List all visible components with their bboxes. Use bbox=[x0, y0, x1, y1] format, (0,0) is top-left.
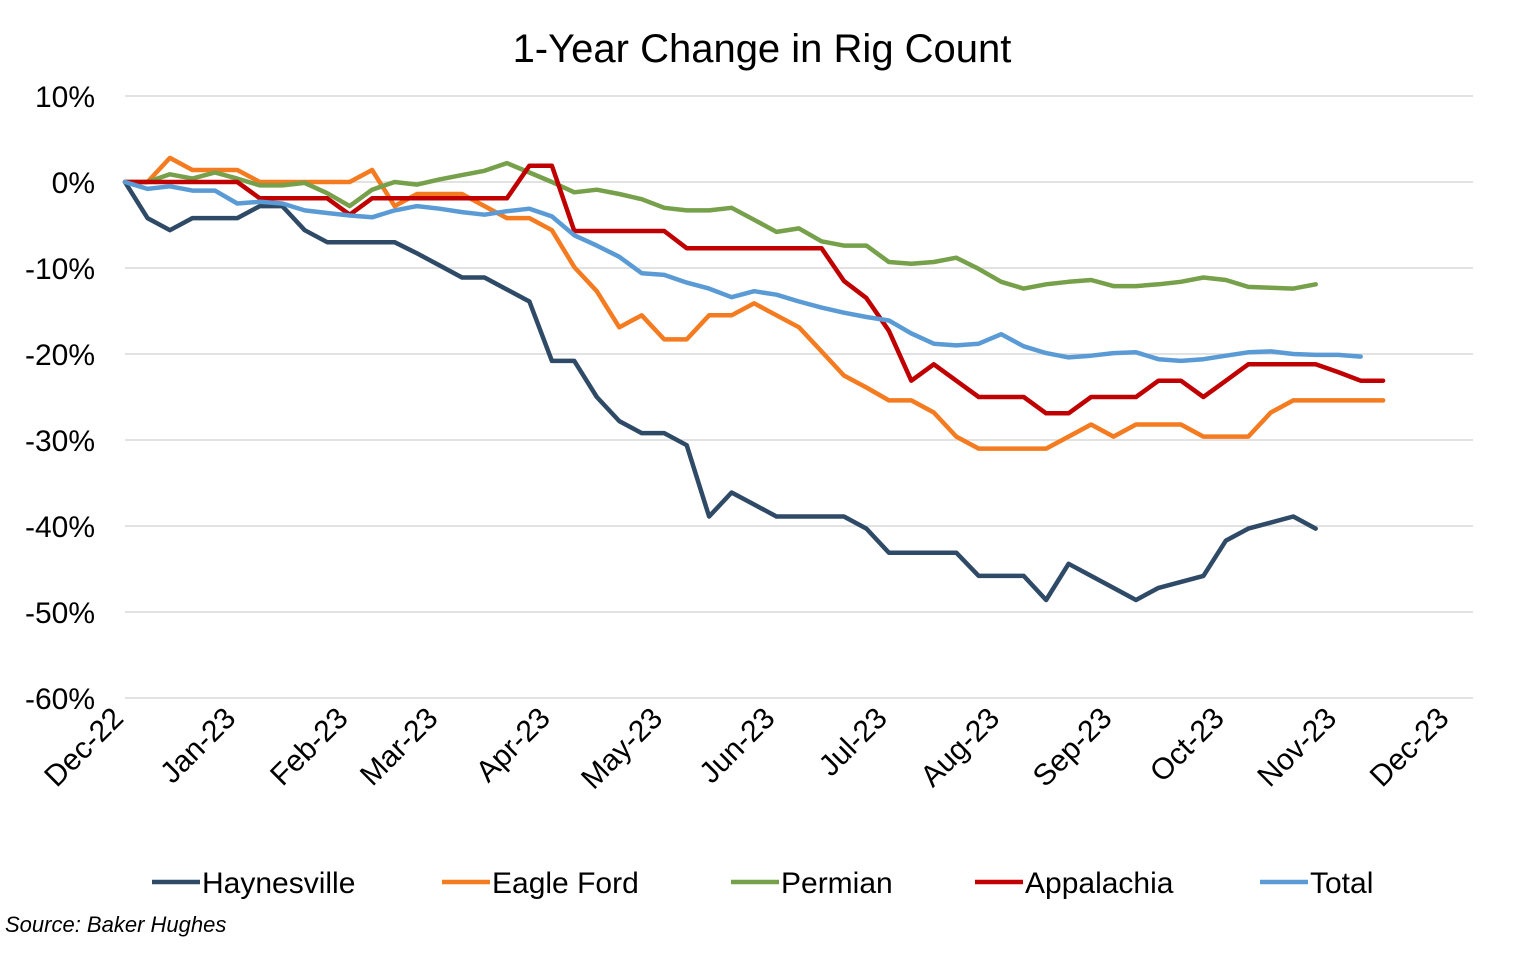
series-lines bbox=[122, 155, 1386, 603]
x-tick-label: Nov-23 bbox=[1251, 702, 1343, 794]
legend-label: Permian bbox=[781, 867, 893, 900]
series-line-total bbox=[122, 179, 1363, 364]
x-tick-label: Mar-23 bbox=[354, 702, 445, 793]
series-line-eagle-ford bbox=[122, 155, 1386, 451]
series-line-haynesville bbox=[122, 179, 1318, 603]
x-tick-label: Aug-23 bbox=[914, 702, 1006, 794]
legend-label: Total bbox=[1310, 867, 1373, 900]
legend-label: Appalachia bbox=[1025, 867, 1174, 900]
y-tick-label: -10% bbox=[25, 253, 95, 286]
x-tick-label: Jul-23 bbox=[813, 702, 894, 783]
series-line-permian bbox=[122, 160, 1318, 291]
chart-title: 1-Year Change in Rig Count bbox=[513, 27, 1012, 71]
y-tick-label: -50% bbox=[25, 597, 95, 630]
y-tick-label: -60% bbox=[25, 683, 95, 716]
gridlines bbox=[125, 95, 1473, 699]
x-tick-label: May-23 bbox=[575, 702, 669, 796]
y-axis-ticks: 10% 0% -10% -20% -30% -40% -50% -60% bbox=[25, 81, 95, 716]
series-line-appalachia bbox=[122, 163, 1386, 416]
y-tick-label: 10% bbox=[35, 81, 95, 114]
y-tick-label: 0% bbox=[52, 167, 95, 200]
x-tick-label: Feb-23 bbox=[264, 702, 355, 793]
y-tick-label: -30% bbox=[25, 425, 95, 458]
x-tick-label: Jun-23 bbox=[693, 702, 781, 790]
x-axis-ticks: Dec-22 Jan-23 Feb-23 Mar-23 Apr-23 May-23 Jun-… bbox=[38, 702, 1455, 796]
x-tick-label: Jan-23 bbox=[154, 702, 242, 790]
x-tick-label: Dec-23 bbox=[1364, 702, 1456, 794]
y-tick-label: -40% bbox=[25, 511, 95, 544]
x-tick-label: Apr-23 bbox=[470, 702, 557, 789]
x-tick-label: Sep-23 bbox=[1027, 702, 1119, 794]
y-tick-label: -20% bbox=[25, 339, 95, 372]
source-note: Source: Baker Hughes bbox=[5, 912, 227, 937]
legend-label: Eagle Ford bbox=[492, 867, 639, 900]
x-tick-label: Oct-23 bbox=[1144, 702, 1231, 789]
legend: Haynesville Eagle Ford Permian Appalachia To… bbox=[152, 867, 1373, 900]
legend-label: Haynesville bbox=[202, 867, 355, 900]
